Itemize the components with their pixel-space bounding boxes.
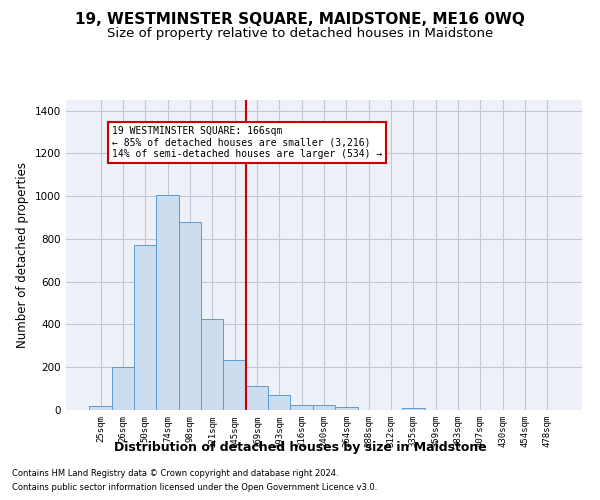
Bar [89,406,112,410]
Y-axis label: Number of detached properties: Number of detached properties [16,162,29,348]
Text: Contains HM Land Registry data © Crown copyright and database right 2024.: Contains HM Land Registry data © Crown c… [12,468,338,477]
Bar [112,367,134,410]
Bar [246,386,268,410]
Bar [179,222,201,410]
Bar [201,319,223,410]
Bar [134,246,157,410]
Bar [335,408,358,410]
Bar [268,396,290,410]
Text: Contains public sector information licensed under the Open Government Licence v3: Contains public sector information licen… [12,484,377,492]
Text: 19 WESTMINSTER SQUARE: 166sqm
← 85% of detached houses are smaller (3,216)
14% o: 19 WESTMINSTER SQUARE: 166sqm ← 85% of d… [112,126,382,159]
Text: Size of property relative to detached houses in Maidstone: Size of property relative to detached ho… [107,28,493,40]
Text: Distribution of detached houses by size in Maidstone: Distribution of detached houses by size … [113,441,487,454]
Bar [157,195,179,410]
Bar [223,360,246,410]
Bar [402,408,425,410]
Bar [313,406,335,410]
Text: 19, WESTMINSTER SQUARE, MAIDSTONE, ME16 0WQ: 19, WESTMINSTER SQUARE, MAIDSTONE, ME16 … [75,12,525,28]
Bar [290,404,313,410]
